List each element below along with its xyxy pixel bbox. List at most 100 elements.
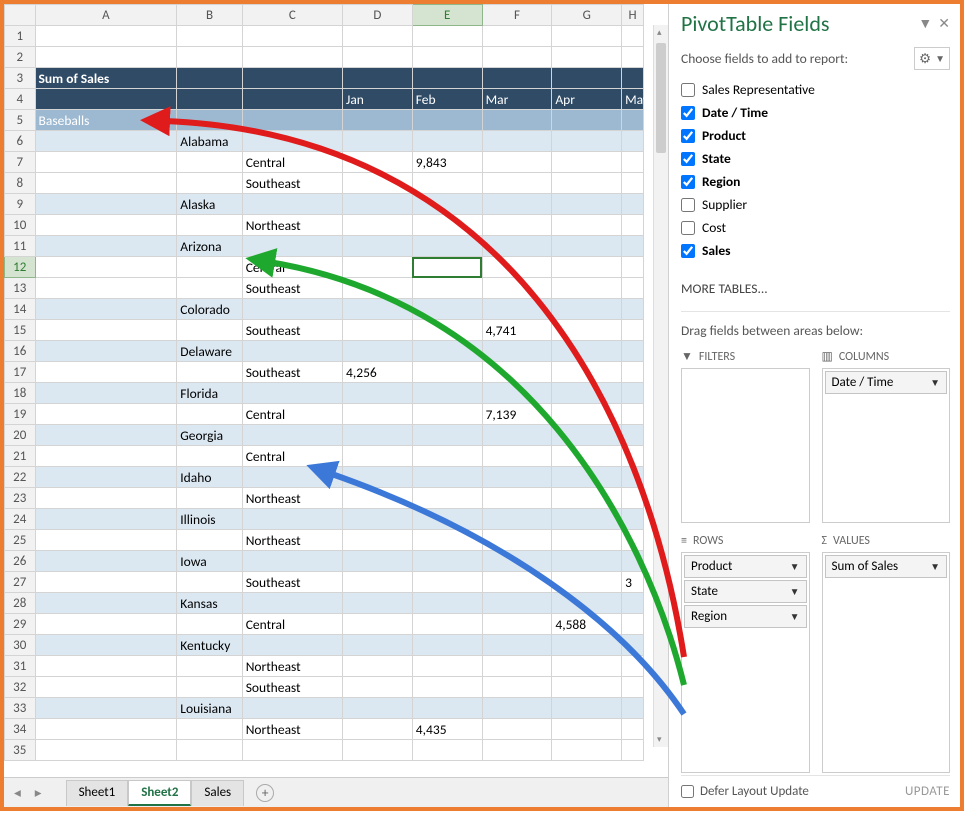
grid-row[interactable]: 34Northeast4,435 [5, 719, 644, 740]
cell[interactable] [343, 551, 413, 572]
cell[interactable]: Apr [552, 89, 622, 110]
row-header[interactable]: 14 [5, 299, 36, 320]
cell[interactable] [35, 572, 177, 593]
cell[interactable]: 7,139 [482, 404, 552, 425]
cell[interactable] [552, 194, 622, 215]
field-checkbox[interactable] [681, 129, 695, 143]
cell[interactable] [35, 509, 177, 530]
cell[interactable] [482, 530, 552, 551]
cell[interactable] [482, 110, 552, 131]
field-checkbox[interactable] [681, 175, 695, 189]
cell[interactable]: 4,435 [412, 719, 482, 740]
grid-row[interactable]: 9Alaska [5, 194, 644, 215]
cell[interactable]: Southeast [242, 572, 342, 593]
cell[interactable] [412, 383, 482, 404]
col-header-G[interactable]: G [552, 5, 622, 26]
cell[interactable] [622, 47, 644, 68]
grid-row[interactable]: 11Arizona [5, 236, 644, 257]
rows-area[interactable]: ≡ROWS Product▼State▼Region▼ [681, 534, 810, 775]
cell[interactable] [177, 488, 242, 509]
cell[interactable] [35, 173, 177, 194]
cell[interactable]: Arizona [177, 236, 242, 257]
grid-row[interactable]: 16Delaware [5, 341, 644, 362]
cell[interactable] [412, 551, 482, 572]
row-header[interactable]: 23 [5, 488, 36, 509]
cell[interactable] [622, 425, 644, 446]
cell[interactable] [412, 698, 482, 719]
cell[interactable] [552, 656, 622, 677]
cell[interactable]: Kentucky [177, 635, 242, 656]
grid-row[interactable]: 31Northeast [5, 656, 644, 677]
cell[interactable]: Mar [482, 89, 552, 110]
sheet-tab[interactable]: Sheet2 [128, 780, 191, 806]
row-header[interactable]: 3 [5, 68, 36, 89]
cell[interactable]: Northeast [242, 215, 342, 236]
cell[interactable] [242, 341, 342, 362]
cell[interactable] [552, 257, 622, 278]
cell[interactable] [35, 446, 177, 467]
cell[interactable] [412, 488, 482, 509]
cell[interactable] [622, 509, 644, 530]
cell[interactable] [482, 194, 552, 215]
cell[interactable] [35, 383, 177, 404]
cell[interactable] [177, 47, 242, 68]
cell[interactable] [622, 530, 644, 551]
cell[interactable] [343, 299, 413, 320]
cell[interactable] [412, 404, 482, 425]
cell[interactable] [177, 719, 242, 740]
cell[interactable] [412, 656, 482, 677]
cell[interactable] [552, 425, 622, 446]
cell[interactable] [343, 593, 413, 614]
cell[interactable] [482, 362, 552, 383]
cell[interactable] [622, 404, 644, 425]
cell[interactable] [343, 467, 413, 488]
cell[interactable] [35, 236, 177, 257]
cell[interactable] [35, 656, 177, 677]
cell[interactable] [242, 236, 342, 257]
cell[interactable] [622, 656, 644, 677]
cell[interactable] [177, 572, 242, 593]
grid-row[interactable]: 19Central7,139 [5, 404, 644, 425]
cell[interactable] [412, 593, 482, 614]
cell[interactable] [552, 719, 622, 740]
cell[interactable] [242, 509, 342, 530]
grid-row[interactable]: 13Southeast [5, 278, 644, 299]
cell[interactable] [552, 467, 622, 488]
cell[interactable] [412, 341, 482, 362]
cell[interactable] [552, 341, 622, 362]
area-field-pill[interactable]: Date / Time▼ [825, 371, 948, 394]
cell[interactable] [343, 425, 413, 446]
cell[interactable] [552, 488, 622, 509]
row-header[interactable]: 9 [5, 194, 36, 215]
cell[interactable] [552, 677, 622, 698]
cell[interactable] [552, 383, 622, 404]
row-header[interactable]: 25 [5, 530, 36, 551]
cell[interactable] [482, 467, 552, 488]
cell[interactable] [482, 425, 552, 446]
cell[interactable] [412, 68, 482, 89]
field-checkbox[interactable] [681, 221, 695, 235]
cell[interactable] [552, 698, 622, 719]
cell[interactable]: Southeast [242, 278, 342, 299]
cell[interactable] [177, 677, 242, 698]
area-field-pill[interactable]: State▼ [684, 580, 807, 603]
cell[interactable] [412, 236, 482, 257]
cell[interactable] [177, 68, 242, 89]
cell[interactable] [343, 47, 413, 68]
cell[interactable] [343, 656, 413, 677]
cell[interactable] [552, 110, 622, 131]
cell[interactable] [482, 593, 552, 614]
cell[interactable] [412, 635, 482, 656]
cell[interactable] [622, 194, 644, 215]
row-header[interactable]: 5 [5, 110, 36, 131]
cell[interactable]: Baseballs [35, 110, 177, 131]
cell[interactable]: Florida [177, 383, 242, 404]
cell[interactable]: Central [242, 404, 342, 425]
cell[interactable] [412, 362, 482, 383]
cell[interactable] [622, 593, 644, 614]
cell[interactable] [622, 173, 644, 194]
cell[interactable] [177, 656, 242, 677]
cell[interactable] [412, 572, 482, 593]
row-header[interactable]: 6 [5, 131, 36, 152]
cell[interactable] [552, 152, 622, 173]
